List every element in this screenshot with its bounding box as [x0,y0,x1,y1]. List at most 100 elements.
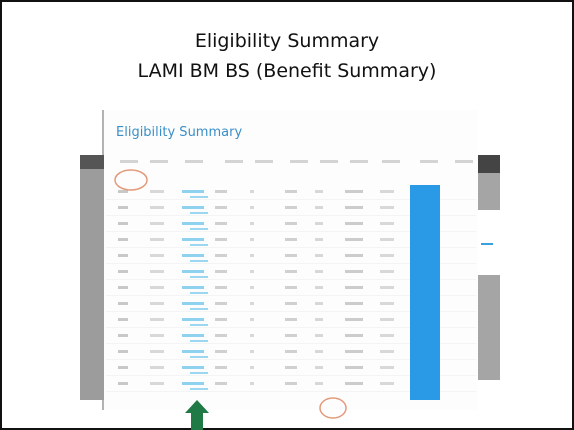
cell-blur [215,190,227,193]
cell-blur [190,212,208,214]
page: Eligibility Summary LAMI BM BS (Benefit … [0,0,574,430]
cell-blur [285,286,297,289]
cell-blur [118,366,128,369]
cell-blur [190,276,208,278]
cell-blur [150,190,164,193]
header-blur [455,160,473,163]
cell-blur [380,382,394,385]
header-blur [185,160,203,163]
cell-blur [250,286,254,289]
cell-blur [285,366,297,369]
cell-blur [380,366,394,369]
cell-blur [380,270,394,273]
cell-blur [345,366,363,369]
screenshot: Eligibility Summary [80,110,500,418]
cell-blur [182,334,204,337]
cell-blur [285,238,297,241]
cell-blur [182,382,204,385]
cell-blur [250,206,254,209]
cell-blur [190,372,208,374]
left-panel [80,155,104,400]
cell-blur [215,270,227,273]
cell-blur [380,206,394,209]
highlight-column [410,185,440,400]
cell-blur [315,366,323,369]
cell-blur [190,228,208,230]
cell-blur [315,302,323,305]
cell-blur [182,254,204,257]
cell-blur [345,318,363,321]
slide: Eligibility Summary LAMI BM BS (Benefit … [0,0,574,430]
cell-blur [118,334,128,337]
cell-blur [215,334,227,337]
cell-blur [150,270,164,273]
cell-blur [215,318,227,321]
cell-blur [345,350,363,353]
cell-blur [118,254,128,257]
slide-title: Eligibility Summary [195,30,379,52]
cell-blur [118,350,128,353]
cell-blur [315,206,323,209]
cell-blur [182,190,204,193]
header-blur [225,160,243,163]
cell-blur [182,302,204,305]
cell-blur [215,350,227,353]
cell-blur [150,222,164,225]
cell-blur [215,222,227,225]
cell-blur [150,334,164,337]
cell-blur [190,356,208,358]
cell-blur [182,366,204,369]
slide-subtitle: LAMI BM BS (Benefit Summary) [138,60,437,82]
cell-blur [250,270,254,273]
right-panel-marker [481,243,493,245]
cell-blur [285,334,297,337]
cell-blur [190,260,208,262]
header-blur [320,160,338,163]
cell-blur [250,238,254,241]
cell-blur [150,318,164,321]
cell-blur [250,254,254,257]
cell-blur [250,222,254,225]
cell-blur [380,254,394,257]
cell-blur [190,292,208,294]
cell-blur [315,254,323,257]
cell-blur [250,382,254,385]
cell-blur [182,286,204,289]
cell-blur [285,318,297,321]
cell-blur [118,382,128,385]
cell-blur [345,302,363,305]
cell-blur [380,286,394,289]
cell-blur [150,286,164,289]
cell-blur [345,286,363,289]
cell-blur [150,302,164,305]
cell-blur [285,350,297,353]
cell-blur [315,238,323,241]
header-blur [150,160,168,163]
cell-blur [215,382,227,385]
cell-blur [380,222,394,225]
cell-blur [315,270,323,273]
cell-blur [182,206,204,209]
cell-blur [285,206,297,209]
cell-blur [118,302,128,305]
cell-blur [190,196,208,198]
cell-blur [215,366,227,369]
header-blur [420,160,438,163]
cell-blur [190,340,208,342]
cell-blur [182,318,204,321]
cell-blur [190,308,208,310]
cell-blur [285,270,297,273]
cell-blur [118,286,128,289]
cell-blur [182,350,204,353]
cell-blur [118,318,128,321]
cell-blur [215,206,227,209]
cell-blur [285,190,297,193]
cell-blur [215,254,227,257]
cell-blur [182,222,204,225]
cell-blur [182,270,204,273]
left-panel-top [80,155,104,169]
cell-blur [150,350,164,353]
cell-blur [250,350,254,353]
cell-blur [345,190,363,193]
cell-blur [250,334,254,337]
